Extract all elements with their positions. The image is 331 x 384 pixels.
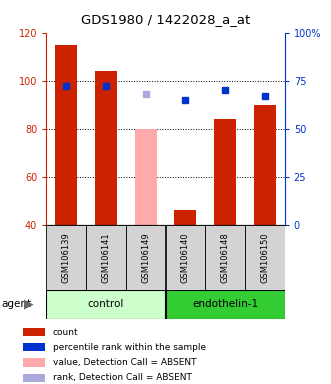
Text: GSM106149: GSM106149 [141, 232, 150, 283]
Text: ▶: ▶ [24, 298, 34, 311]
Bar [95, 71, 117, 225]
Text: GSM106139: GSM106139 [62, 232, 71, 283]
Text: endothelin-1: endothelin-1 [192, 299, 258, 310]
Text: rank, Detection Call = ABSENT: rank, Detection Call = ABSENT [53, 373, 192, 382]
Bar [55, 45, 77, 225]
Bar [46, 225, 86, 290]
Bar [23, 358, 45, 367]
Bar [135, 129, 157, 225]
Text: count: count [53, 328, 78, 336]
Bar [214, 119, 236, 225]
Bar [205, 225, 245, 290]
Bar [86, 225, 126, 290]
Text: GSM106141: GSM106141 [101, 232, 111, 283]
Text: control: control [88, 299, 124, 310]
Bar [166, 225, 205, 290]
Text: percentile rank within the sample: percentile rank within the sample [53, 343, 206, 352]
Bar [23, 343, 45, 351]
Text: GSM106140: GSM106140 [181, 232, 190, 283]
Text: agent: agent [2, 299, 32, 309]
Text: GSM106148: GSM106148 [220, 232, 230, 283]
Bar [245, 225, 285, 290]
Text: GSM106150: GSM106150 [260, 232, 269, 283]
Bar [23, 374, 45, 382]
Text: GDS1980 / 1422028_a_at: GDS1980 / 1422028_a_at [81, 13, 250, 26]
Bar [254, 105, 276, 225]
Text: value, Detection Call = ABSENT: value, Detection Call = ABSENT [53, 358, 196, 367]
Bar [23, 328, 45, 336]
Bar [166, 290, 285, 319]
Bar [126, 225, 166, 290]
Bar [174, 210, 196, 225]
Bar [46, 290, 166, 319]
